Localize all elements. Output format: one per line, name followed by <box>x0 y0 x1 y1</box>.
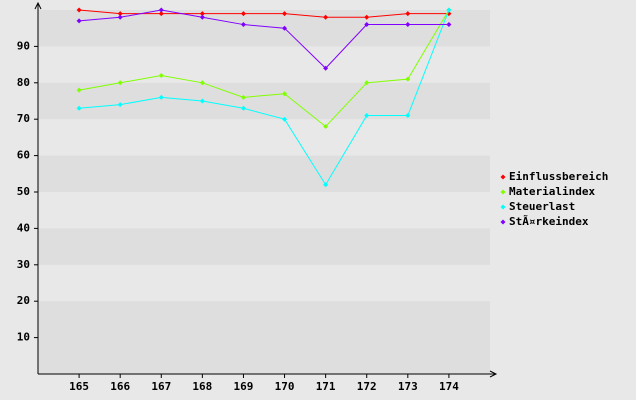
grid-band <box>38 155 490 192</box>
legend-label: Einflussbereich <box>509 170 608 183</box>
y-tick-label: 70 <box>17 112 30 125</box>
grid-band <box>38 10 490 47</box>
y-tick-label: 80 <box>17 76 30 89</box>
data-point <box>446 7 452 13</box>
grid-band <box>38 301 490 338</box>
x-tick-label: 169 <box>234 380 254 393</box>
data-point <box>117 14 123 20</box>
data-point <box>282 25 288 31</box>
data-point <box>323 182 329 188</box>
x-tick-label: 168 <box>192 380 212 393</box>
series-line <box>79 9 449 69</box>
data-point <box>282 116 288 122</box>
grid-band <box>38 337 490 374</box>
data-point <box>199 11 205 17</box>
data-point <box>282 11 288 17</box>
y-tick-label: 50 <box>17 185 30 198</box>
data-point <box>76 7 82 13</box>
y-tick-label: 40 <box>17 221 30 234</box>
series-line <box>79 9 450 186</box>
data-point <box>117 102 123 108</box>
data-point <box>240 11 246 17</box>
legend-label: Steuerlast <box>509 200 575 213</box>
data-point <box>240 94 246 100</box>
data-point <box>364 80 370 86</box>
x-tick-label: 165 <box>69 380 89 393</box>
data-point <box>240 22 246 28</box>
data-point <box>323 123 329 129</box>
legend-label: Materialindex <box>509 185 595 198</box>
data-point <box>323 14 329 20</box>
legend-marker <box>500 219 506 225</box>
x-tick-label: 170 <box>275 380 295 393</box>
x-axis-arrow <box>489 370 498 378</box>
series-line <box>79 9 450 128</box>
x-tick-label: 166 <box>110 380 130 393</box>
x-tick-label: 171 <box>316 380 336 393</box>
x-tick-label: 173 <box>398 380 418 393</box>
data-point <box>364 113 370 119</box>
data-point <box>405 11 411 17</box>
data-point <box>76 18 82 24</box>
data-point <box>364 22 370 28</box>
data-point <box>117 80 123 86</box>
legend-marker <box>500 174 506 180</box>
data-point <box>158 94 164 100</box>
data-point <box>323 65 329 71</box>
data-point <box>117 11 123 17</box>
data-point <box>199 98 205 104</box>
legend-marker <box>500 204 506 210</box>
grid-band <box>38 82 490 120</box>
data-point <box>364 14 370 20</box>
grid-band <box>38 228 490 265</box>
y-tick-label: 10 <box>17 331 30 344</box>
data-point <box>158 73 164 79</box>
x-tick-label: 174 <box>439 380 459 393</box>
legend-label: StÃ¤rkeindex <box>509 215 589 228</box>
data-point <box>158 7 164 13</box>
x-tick-label: 172 <box>357 380 377 393</box>
data-point <box>446 22 452 28</box>
y-tick-label: 60 <box>17 149 30 162</box>
data-point <box>282 91 288 97</box>
data-point <box>76 105 82 111</box>
data-point <box>199 14 205 20</box>
data-point <box>405 113 411 119</box>
y-tick-label: 90 <box>17 39 30 52</box>
data-point <box>405 22 411 28</box>
y-axis-arrow <box>34 1 42 10</box>
data-point <box>405 76 411 82</box>
data-point <box>76 87 82 93</box>
x-tick-label: 167 <box>151 380 171 393</box>
data-point <box>199 80 205 86</box>
y-tick-label: 30 <box>17 258 30 271</box>
data-point <box>240 105 246 111</box>
legend-marker <box>500 189 506 195</box>
y-tick-label: 20 <box>17 294 30 307</box>
data-point <box>158 11 164 17</box>
